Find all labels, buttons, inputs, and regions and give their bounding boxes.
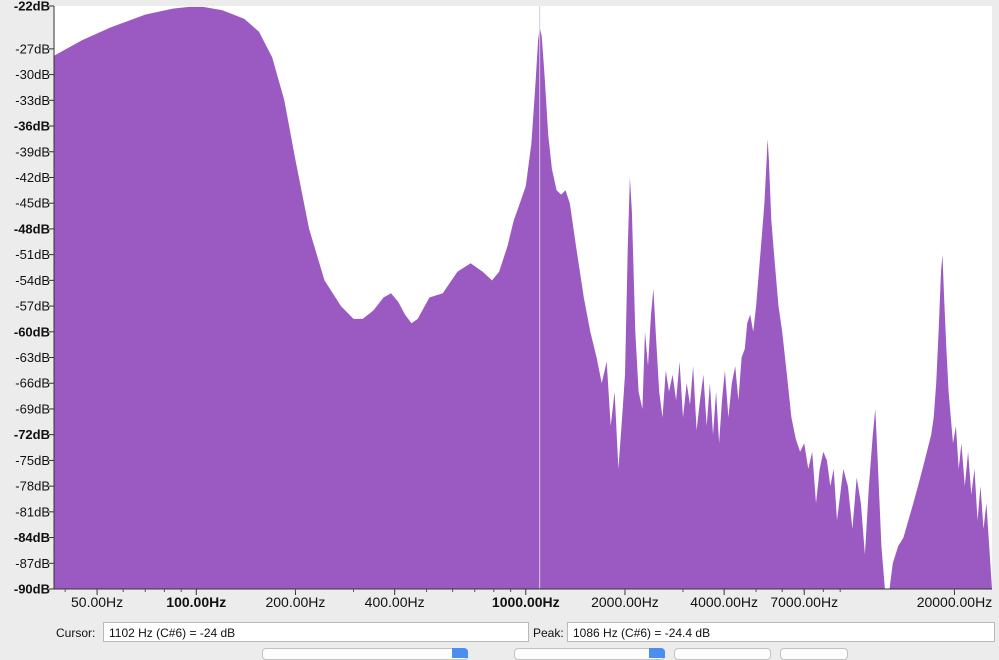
y-tick-label: -39dB [15,144,50,159]
y-tick-label: -72dB [14,427,50,442]
y-tick-label: -81dB [15,504,50,519]
y-tick-label: -87dB [15,556,50,571]
y-tick-label: -33dB [15,93,50,108]
y-axis: -22dB -27dB -30dB -33dB -36dB -39dB -42dB -45dB… [14,0,54,597]
y-tick-label: -78dB [15,479,50,494]
y-tick-label: -84dB [14,530,50,545]
algorithm-select[interactable] [262,648,468,660]
y-tick-label: -54dB [15,273,50,288]
y-tick-label: -22dB [14,0,50,14]
size-select-arrow [649,648,665,658]
x-tick-label: 20000.00Hz [917,594,993,610]
close-button[interactable] [780,648,848,660]
y-tick-label: -60dB [14,324,50,339]
cursor-readout-field: 1102 Hz (C#6) = -24 dB [103,622,529,642]
status-bar: Cursor: 1102 Hz (C#6) = -24 dB Peak: 108… [0,621,999,645]
peak-readout-field: 1086 Hz (C#6) = -24.4 dB [567,622,995,642]
y-tick-label: -63dB [15,350,50,365]
y-tick-label: -69dB [15,401,50,416]
algorithm-select-arrow [452,648,468,658]
y-tick-label: -90dB [14,582,50,597]
y-tick-label: -42dB [15,170,50,185]
y-tick-label: -57dB [15,299,50,314]
x-tick-label: 50.00Hz [71,594,123,610]
x-axis: 50.00Hz 100.00Hz 200.00Hz 400.00Hz 1000.00Hz… [64,589,993,610]
y-tick-label: -51dB [15,247,50,262]
peak-label: Peak: [533,626,564,640]
y-tick-label: -45dB [15,196,50,211]
spectrum-area [54,6,992,589]
export-button[interactable] [674,648,771,660]
x-tick-label: 100.00Hz [166,594,226,610]
cursor-label: Cursor: [56,626,96,640]
y-tick-label: -66dB [15,376,50,391]
spectrum-chart[interactable]: -22dB -27dB -30dB -33dB -36dB -39dB -42dB -45dB… [0,0,999,620]
x-tick-label: 1000.00Hz [492,594,560,610]
x-tick-label: 200.00Hz [265,594,325,610]
size-select[interactable] [514,648,665,660]
y-tick-label: -36dB [14,119,50,134]
y-tick-label: -48dB [14,221,50,236]
x-tick-label: 2000.00Hz [591,594,659,610]
x-tick-label: 4000.00Hz [690,594,758,610]
x-tick-label: 7000.00Hz [770,594,838,610]
y-tick-label: -30dB [15,67,50,82]
x-tick-label: 400.00Hz [365,594,425,610]
y-tick-label: -75dB [15,453,50,468]
y-tick-label: -27dB [15,41,50,56]
